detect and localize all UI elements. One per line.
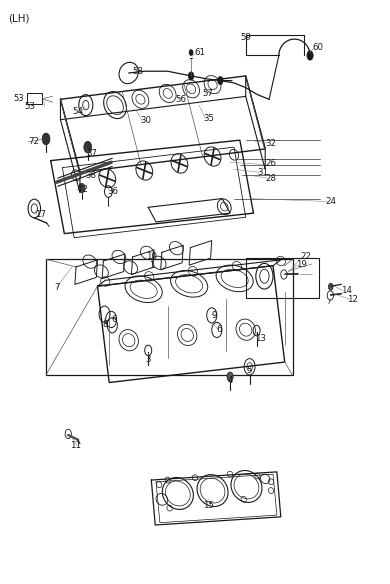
Text: 24: 24 [326, 197, 337, 206]
Text: 72: 72 [77, 185, 88, 194]
Text: (LH): (LH) [8, 13, 29, 24]
Text: 53: 53 [14, 94, 24, 103]
Text: 53: 53 [24, 102, 35, 111]
Text: 38: 38 [85, 171, 96, 180]
Text: 15: 15 [203, 500, 214, 510]
Text: 10: 10 [146, 252, 157, 262]
Text: 17: 17 [35, 210, 46, 220]
Text: 8: 8 [102, 319, 108, 329]
Text: 5: 5 [247, 366, 252, 376]
Text: 54: 54 [72, 107, 83, 116]
Text: 7: 7 [55, 283, 60, 292]
Text: 56: 56 [176, 95, 186, 104]
Text: 12: 12 [347, 294, 358, 304]
Text: 60: 60 [312, 43, 323, 53]
Text: 22: 22 [300, 252, 311, 262]
Text: 61: 61 [194, 48, 205, 57]
Text: 58: 58 [133, 67, 144, 76]
Text: 36: 36 [107, 187, 118, 196]
Text: 28: 28 [265, 173, 276, 183]
Ellipse shape [307, 51, 313, 60]
Text: 19: 19 [296, 260, 307, 269]
Text: 59: 59 [240, 33, 251, 43]
Ellipse shape [79, 183, 85, 193]
Text: 6: 6 [111, 315, 117, 324]
Ellipse shape [328, 283, 333, 290]
Text: 35: 35 [204, 114, 215, 123]
Ellipse shape [227, 372, 233, 381]
Text: 11: 11 [70, 440, 81, 450]
Bar [27, 93, 42, 104]
Text: 37: 37 [87, 149, 98, 158]
Text: 4: 4 [227, 376, 233, 385]
Ellipse shape [84, 141, 92, 153]
Text: 31: 31 [257, 168, 268, 177]
Text: 6: 6 [216, 325, 222, 335]
Text: 26: 26 [265, 159, 276, 168]
Bar [246, 258, 319, 298]
Text: 9: 9 [212, 311, 217, 320]
Ellipse shape [42, 133, 50, 145]
Ellipse shape [189, 50, 193, 55]
Ellipse shape [218, 77, 223, 85]
Text: 13: 13 [255, 334, 266, 343]
Text: 1: 1 [149, 261, 155, 270]
Text: 32: 32 [265, 138, 276, 148]
Ellipse shape [188, 72, 194, 80]
Text: 72: 72 [28, 137, 39, 147]
Text: 57: 57 [203, 89, 214, 98]
Text: 3: 3 [145, 354, 151, 364]
Bar [46, 259, 292, 375]
Text: 30: 30 [140, 116, 151, 126]
Text: 14: 14 [341, 286, 352, 296]
